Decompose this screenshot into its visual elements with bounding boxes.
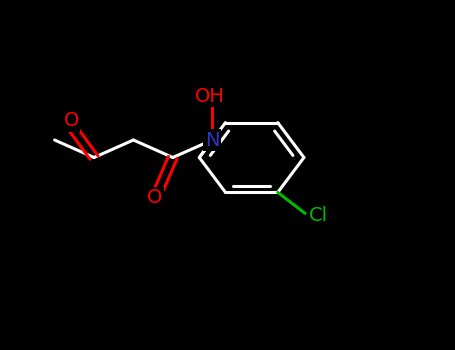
Text: N: N xyxy=(205,131,219,149)
Text: O: O xyxy=(64,111,79,130)
Text: Cl: Cl xyxy=(309,205,329,225)
Text: OH: OH xyxy=(195,87,225,106)
Text: O: O xyxy=(147,188,162,207)
